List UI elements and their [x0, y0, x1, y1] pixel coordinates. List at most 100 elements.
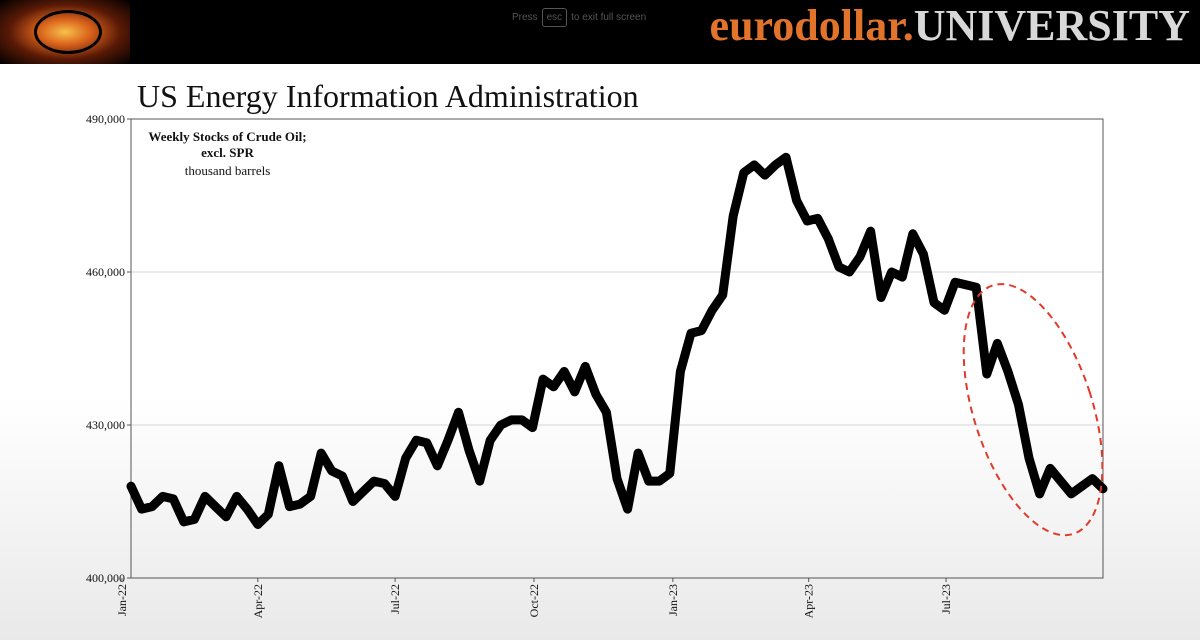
data-point-0-48	[637, 452, 639, 454]
data-point-0-15	[289, 506, 290, 508]
data-point-0-88	[1060, 480, 1062, 482]
data-point-0-55	[711, 309, 713, 311]
data-point-0-68	[848, 271, 850, 273]
hint-prefix: Press	[512, 12, 538, 23]
data-point-0-63	[796, 200, 798, 202]
data-point-0-80	[975, 286, 977, 288]
data-point-0-6	[193, 518, 195, 520]
data-point-0-5	[183, 521, 185, 523]
data-point-0-70	[870, 230, 872, 232]
data-point-0-29	[436, 465, 438, 467]
hint-key: esc	[541, 8, 568, 27]
data-point-0-85	[1028, 457, 1030, 459]
data-point-0-79	[965, 284, 967, 286]
data-point-0-42	[574, 391, 576, 393]
data-point-0-57	[732, 215, 734, 217]
data-point-0-40	[553, 386, 555, 388]
data-point-0-61	[775, 164, 776, 166]
data-point-0-23	[373, 480, 375, 482]
data-point-0-3	[162, 495, 164, 497]
logo-icon	[0, 0, 130, 64]
data-point-0-7	[204, 495, 206, 497]
data-point-0-2	[151, 506, 153, 508]
data-point-0-24	[384, 483, 386, 485]
logo-ring	[34, 10, 102, 54]
top-banner: Press esc to exit full screen eurodollar.U…	[0, 0, 1200, 64]
data-point-0-91	[1091, 478, 1093, 480]
hint-suffix: to exit full screen	[571, 12, 647, 23]
brand-dot: .	[902, 1, 914, 50]
data-point-0-51	[669, 472, 671, 474]
data-point-0-81	[986, 373, 988, 375]
data-point-0-41	[563, 370, 565, 372]
data-point-0-31	[458, 411, 459, 413]
data-point-0-89	[1070, 493, 1072, 495]
data-point-0-9	[225, 516, 227, 518]
data-point-0-83	[1007, 370, 1009, 372]
data-point-0-12	[257, 524, 259, 525]
data-point-0-27	[415, 439, 417, 441]
data-point-0-10	[236, 495, 238, 497]
data-point-0-33	[479, 480, 481, 482]
chart-title-line-2: excl. SPR	[201, 145, 254, 160]
data-point-0-49	[648, 480, 650, 482]
data-point-0-75	[922, 253, 924, 255]
data-point-0-14	[278, 465, 280, 467]
data-point-0-11	[246, 508, 248, 510]
data-point-0-20	[341, 475, 343, 477]
data-point-0-52	[679, 370, 681, 372]
data-point-0-50	[658, 480, 660, 482]
data-point-0-54	[701, 330, 702, 332]
y-tick-label-2: 460,000	[86, 265, 125, 279]
data-point-0-60	[764, 174, 766, 176]
data-point-0-16	[299, 503, 301, 505]
data-point-0-53	[690, 332, 692, 334]
y-tick-label-1: 430,000	[86, 418, 125, 432]
data-point-0-82	[996, 342, 998, 344]
data-point-0-43	[584, 365, 586, 367]
data-point-0-19	[331, 470, 333, 472]
x-tick-label-0: Jan-22	[115, 584, 129, 616]
brand-part1: eurodollar	[709, 1, 903, 50]
data-point-0-28	[426, 442, 428, 444]
data-point-0-46	[616, 478, 618, 480]
data-point-0-71	[880, 297, 882, 298]
data-point-0-26	[405, 457, 407, 459]
data-point-0-0	[130, 485, 132, 487]
chart-unit-label: thousand barrels	[184, 163, 271, 178]
data-point-0-37	[521, 419, 523, 421]
data-point-0-32	[468, 450, 470, 451]
data-point-0-64	[806, 220, 808, 222]
data-point-0-18	[320, 452, 322, 454]
data-point-0-56	[722, 294, 724, 296]
data-point-0-36	[510, 419, 512, 421]
data-point-0-78	[954, 281, 956, 283]
chart-title: Weekly Stocks of Crude Oil; excl. SPR	[140, 129, 315, 161]
data-point-0-87	[1049, 467, 1051, 469]
data-point-0-4	[172, 498, 174, 500]
x-tick-label-4: Jan-23	[666, 584, 680, 616]
chart-title-line-1: Weekly Stocks of Crude Oil;	[148, 129, 307, 144]
data-point-0-35	[500, 424, 502, 426]
data-point-0-92	[1102, 488, 1104, 490]
y-tick-label-3: 490,000	[86, 112, 125, 126]
data-point-0-90	[1081, 485, 1083, 487]
data-point-0-67	[838, 266, 840, 268]
data-point-0-66	[827, 238, 829, 240]
data-point-0-21	[352, 501, 354, 502]
x-tick-label-3: Oct-22	[527, 584, 541, 617]
x-tick-label-6: Jul-23	[939, 584, 953, 614]
data-point-0-17	[310, 495, 312, 497]
data-point-0-74	[912, 233, 914, 235]
annotation-ellipse	[962, 283, 1104, 537]
data-point-0-22	[362, 490, 364, 492]
data-point-0-30	[447, 439, 449, 441]
data-point-0-73	[901, 276, 903, 278]
data-point-0-84	[1018, 404, 1019, 406]
y-tick-label-0: 400,000	[86, 571, 125, 585]
x-tick-label-1: Apr-22	[251, 584, 265, 618]
data-point-0-34	[489, 439, 491, 441]
data-point-0-69	[859, 256, 861, 258]
data-point-0-62	[785, 156, 787, 158]
